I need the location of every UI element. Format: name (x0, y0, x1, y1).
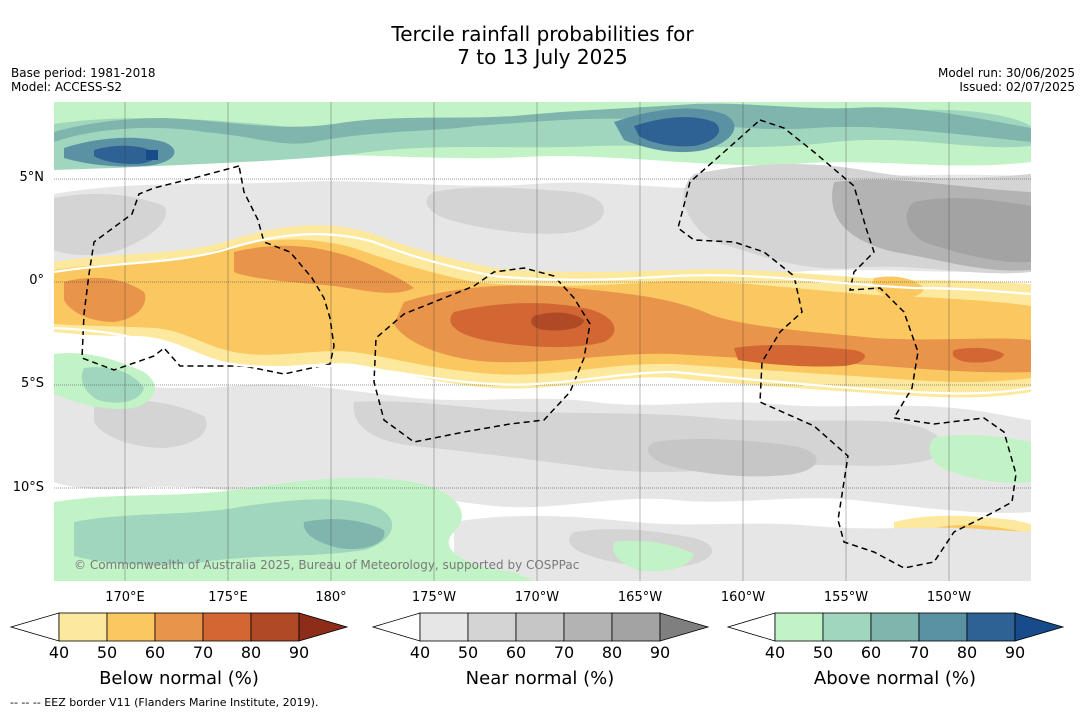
lon-label-165w: 165°W (617, 590, 663, 605)
issued-date: Issued: 02/07/2025 (959, 80, 1075, 94)
tercile-contours (54, 233, 1031, 395)
near-normal-south (54, 380, 1031, 581)
colorbar-title-below: Below normal (%) (99, 668, 259, 689)
above-tick-90: 90 (1004, 643, 1026, 662)
below-tick-40: 40 (48, 643, 70, 662)
base-period: Base period: 1981-2018 (11, 66, 156, 80)
eez-borders (81, 119, 1017, 569)
lat-label-5s: 5°S (20, 376, 44, 391)
above-tick-80: 80 (956, 643, 978, 662)
lon-label-175w: 175°W (411, 590, 457, 605)
below-tick-60: 60 (144, 643, 166, 662)
lon-label-150w: 150°W (926, 590, 972, 605)
below-tick-50: 50 (96, 643, 118, 662)
model-name: Model: ACCESS-S2 (11, 80, 123, 94)
copyright-notice: © Commonwealth of Australia 2025, Bureau… (74, 558, 579, 572)
colorbar-above-normal (726, 612, 1065, 642)
near-tick-50: 50 (457, 643, 479, 662)
meta-right: Model run: 30/06/2025 Issued: 02/07/2025 (938, 66, 1075, 94)
above-normal-north (54, 102, 1031, 170)
rainfall-probability-map: © Commonwealth of Australia 2025, Bureau… (54, 102, 1031, 581)
gridlines (54, 102, 1031, 581)
near-tick-90: 90 (649, 643, 671, 662)
near-tick-70: 70 (553, 643, 575, 662)
near-tick-40: 40 (409, 643, 431, 662)
lon-label-180: 180° (315, 590, 347, 605)
eez-footnote: -- -- -- EEZ border V11 (Flanders Marine… (10, 696, 319, 709)
near-tick-80: 80 (601, 643, 623, 662)
title-line-2: 7 to 13 July 2025 (457, 45, 628, 69)
colorbar-title-near: Near normal (%) (465, 668, 615, 689)
colorbar-near-normal (371, 612, 710, 642)
above-tick-60: 60 (860, 643, 882, 662)
above-tick-40: 40 (764, 643, 786, 662)
lon-label-170e: 170°E (105, 590, 145, 605)
lat-label-10s: 10°S (12, 480, 44, 495)
title-line-1: Tercile rainfall probabilities for (391, 22, 694, 46)
lat-label-0: 0° (29, 273, 44, 288)
colorbars (9, 612, 1065, 642)
model-run: Model run: 30/06/2025 (937, 66, 1075, 80)
below-tick-90: 90 (288, 643, 310, 662)
near-tick-60: 60 (505, 643, 527, 662)
lat-label-5n: 5°N (19, 170, 45, 185)
above-tick-50: 50 (812, 643, 834, 662)
above-normal-south (54, 352, 1031, 581)
below-tick-80: 80 (240, 643, 262, 662)
colorbar-title-above: Above normal (%) (813, 668, 977, 689)
lon-label-175e: 175°E (208, 590, 248, 605)
colorbar-below-normal (9, 612, 349, 642)
lon-label-155w: 155°W (823, 590, 869, 605)
above-tick-70: 70 (908, 643, 930, 662)
lon-label-160w: 160°W (720, 590, 766, 605)
below-tick-70: 70 (192, 643, 214, 662)
lon-label-170w: 170°W (514, 590, 560, 605)
meta-left: Base period: 1981-2018 Model: ACCESS-S2 (11, 66, 156, 94)
